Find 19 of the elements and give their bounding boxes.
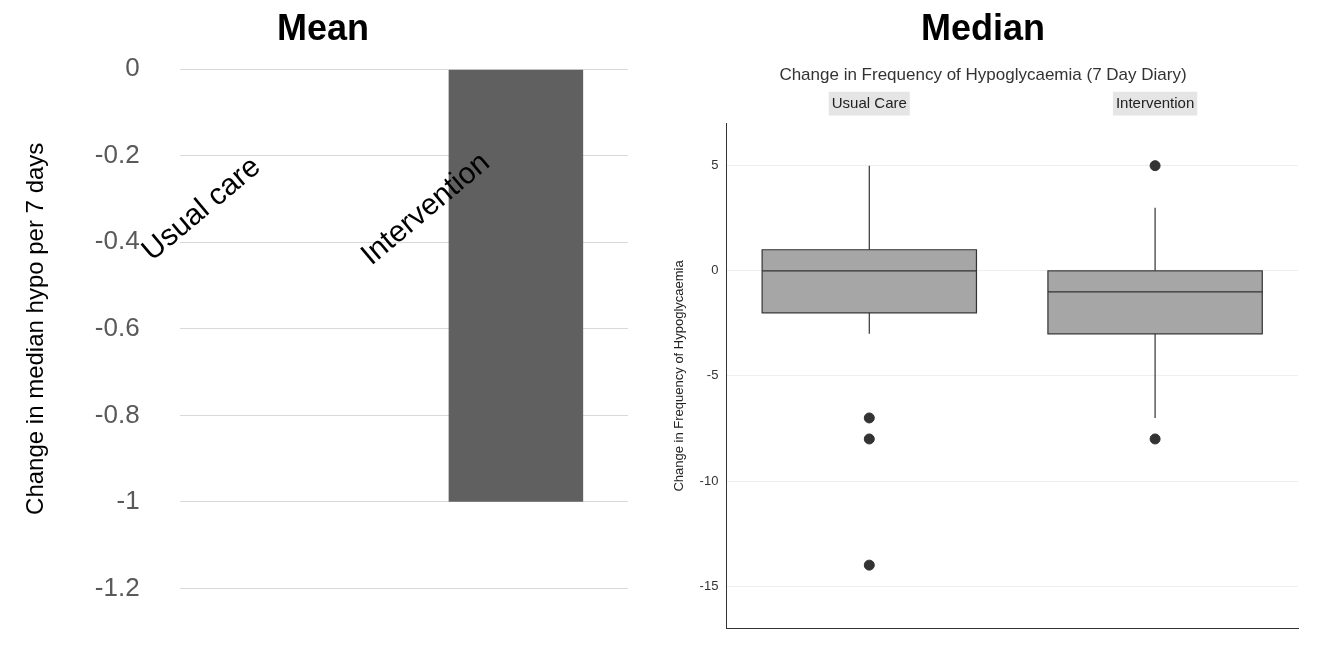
y-tick-label: 0 (125, 52, 140, 83)
y-tick-label: -15 (699, 577, 719, 593)
y-axis-title: Change in median hypo per 7 days (21, 142, 49, 515)
chart-title: Median (920, 6, 1046, 48)
chart-subtitle: Change in Frequency of Hypoglycaemia (7 Day Diary) (779, 65, 1187, 85)
chart-title: Mean (276, 6, 370, 48)
y-tick-label: -1 (116, 485, 140, 516)
y-tick-label: -0.6 (94, 311, 140, 342)
x-tick-label: Intervention (1115, 93, 1195, 111)
y-tick-label: -0.4 (94, 225, 140, 256)
y-tick-label: -0.8 (94, 398, 140, 429)
y-tick-label: 5 (711, 157, 719, 173)
x-tick-label: Usual Care (831, 93, 907, 111)
y-tick-label: -1.2 (94, 571, 140, 602)
y-tick-label: -5 (706, 367, 719, 383)
y-tick-label: 0 (711, 262, 719, 278)
y-tick-label: -0.2 (94, 138, 140, 169)
y-axis-title: Change in Frequency of Hypoglycaemia (671, 259, 687, 492)
y-tick-label: -10 (699, 472, 719, 488)
